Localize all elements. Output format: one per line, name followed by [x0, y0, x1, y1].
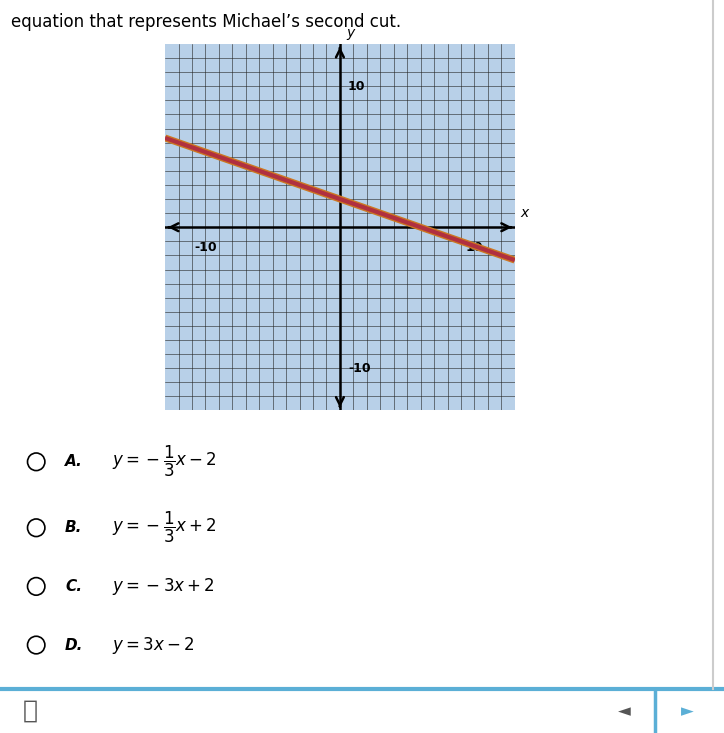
Text: 10: 10 [466, 241, 483, 254]
Text: D.: D. [65, 638, 83, 652]
Text: y: y [347, 26, 355, 40]
Text: $y = -3x + 2$: $y = -3x + 2$ [112, 576, 215, 597]
Text: -10: -10 [348, 361, 371, 375]
Text: B.: B. [65, 520, 83, 535]
Text: $y = -\dfrac{1}{3}x + 2$: $y = -\dfrac{1}{3}x + 2$ [112, 510, 217, 545]
Text: ⎙: ⎙ [23, 698, 38, 722]
Text: -10: -10 [194, 241, 216, 254]
Text: $y = -\dfrac{1}{3}x - 2$: $y = -\dfrac{1}{3}x - 2$ [112, 444, 217, 479]
Text: equation that represents Michael’s second cut.: equation that represents Michael’s secon… [11, 13, 401, 32]
Text: ►: ► [681, 702, 694, 720]
Text: 10: 10 [348, 80, 366, 93]
Text: x: x [520, 206, 529, 220]
Text: A.: A. [65, 454, 83, 469]
Text: C.: C. [65, 579, 82, 594]
Text: $y = 3x - 2$: $y = 3x - 2$ [112, 635, 195, 655]
Text: ◄: ◄ [618, 702, 631, 720]
